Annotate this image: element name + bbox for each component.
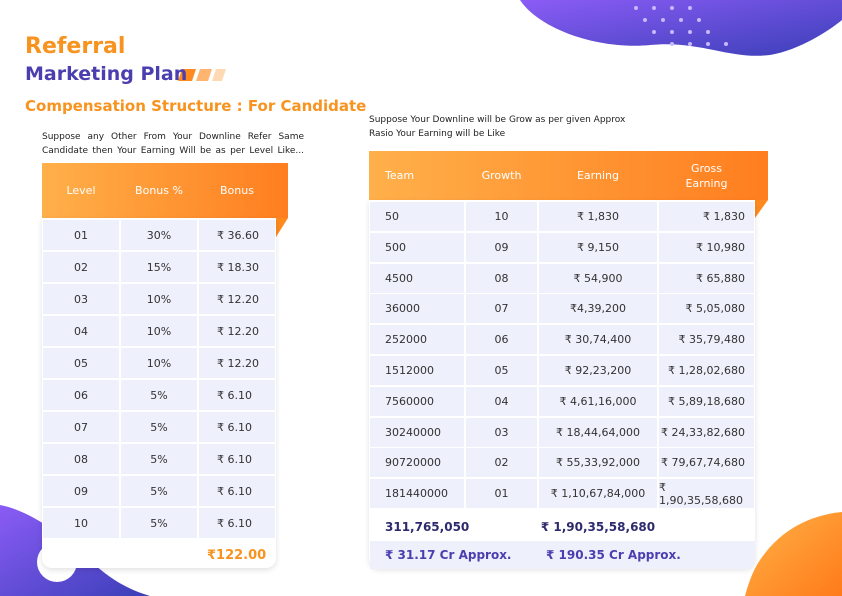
table-cell: ₹ 36.60 [199,220,275,250]
table-cell: 03 [466,417,537,447]
table-cell: 30240000 [370,417,464,447]
table-cell: 181440000 [370,479,464,509]
table-cell: 15% [121,252,197,282]
table-cell: ₹ 6.10 [199,412,275,442]
total-earning: ₹ 1,90,35,58,680 [540,520,656,534]
table-cell: ₹ 79,67,74,680 [659,448,754,478]
column-header: Growth [481,169,522,182]
table-cell: ₹ 1,830 [659,202,754,231]
column-header: Level [66,184,96,197]
total-team: 311,765,050 [385,520,470,534]
table-cell: 10% [121,284,197,314]
table-cell: ₹ 30,74,400 [539,325,657,355]
table-cell: ₹ 6.10 [199,380,275,410]
table-cell: 01 [43,220,119,250]
total: ₹122.00 [207,547,267,563]
approx-team: ₹ 31.17 Cr Approx. [370,541,540,569]
table-cell: 07 [466,294,537,324]
table-cell: 30% [121,220,197,250]
table-cell: ₹ 24,33,82,680 [659,417,754,447]
table-cell: 10% [121,348,197,378]
table-cell: ₹ 10,980 [659,232,754,262]
table-cell: 252000 [370,325,464,355]
right-note: Suppose Your Downline will be Grow as pe… [369,115,626,139]
table-cell: ₹ 12.20 [199,348,275,378]
table-cell: 90720000 [370,448,464,478]
table-cell: 05 [43,348,119,378]
table-cell: ₹ 18.30 [199,252,275,282]
column-header: Gross Earning [685,161,728,190]
table-cell: 5% [121,476,197,506]
column-header: Team [385,169,415,182]
table-cell: 08 [43,444,119,474]
table-cell: 07 [43,412,119,442]
table-cell: 500 [370,232,464,262]
table-cell: 5% [121,508,197,538]
table-cell: ₹ 1,10,67,84,000 [539,479,657,509]
table-cell: 10 [43,508,119,538]
table-cell: ₹ 6.10 [199,476,275,506]
table-cell: ₹ 55,33,92,000 [539,448,657,478]
left-header [42,163,288,218]
table-cell: 4500 [370,263,464,293]
column-header: Earning [576,169,619,182]
table-cell: 1512000 [370,356,464,385]
table-cell: ₹ 5,05,080 [659,294,754,324]
table-cell: 09 [43,476,119,506]
table-cell: 36000 [370,294,464,324]
table-cell: 02 [466,448,537,478]
table-cell: ₹ 35,79,480 [659,325,754,355]
table-cell: ₹ 6.10 [199,444,275,474]
table-cell: ₹ 4,61,16,000 [539,386,657,416]
table-cell: ₹ 92,23,200 [539,356,657,385]
table-cell: ₹ 9,150 [539,232,657,262]
table-cell: ₹ 12.20 [199,316,275,346]
table-cell: 09 [466,232,537,262]
table-cell: 04 [466,386,537,416]
table-cell: 03 [43,284,119,314]
table-cell: 5% [121,444,197,474]
table-cell: 04 [43,316,119,346]
table-cell: 01 [466,479,537,509]
table-cell: 06 [466,325,537,355]
table-cell: ₹ 5,89,18,680 [659,386,754,416]
title: Referral [25,34,126,59]
table-cell: ₹4,39,200 [539,294,657,324]
right-header [369,151,768,200]
table-cell: 5% [121,380,197,410]
table-cell: 10 [466,202,537,231]
table-cell: 02 [43,252,119,282]
table-cell: 10% [121,316,197,346]
subtitle: Marketing Plan [25,63,188,85]
table-cell: ₹ 1,28,02,680 [659,356,754,385]
table-cell: 50 [370,202,464,231]
table-cell: 08 [466,263,537,293]
table-cell: ₹ 54,900 [539,263,657,293]
section-title: Compensation Structure : For Candidate [25,97,367,115]
approx-earning: ₹ 190.35 Cr Approx. [540,541,755,569]
table-cell: 06 [43,380,119,410]
table-cell: ₹ 18,44,64,000 [539,417,657,447]
table-cell: ₹ 12.20 [199,284,275,314]
table-cell: ₹ 1,90,35,58,680 [659,479,754,509]
table-cell: ₹ 65,880 [659,263,754,293]
left-note: Suppose any Other From Your Downline Ref… [42,132,304,156]
table-cell: 05 [466,356,537,385]
column-header: Bonus % [135,184,183,197]
column-header: Bonus [220,184,254,197]
table-cell: ₹ 1,830 [539,202,657,231]
table-cell: 7560000 [370,386,464,416]
table-cell: 5% [121,412,197,442]
table-cell: ₹ 6.10 [199,508,275,538]
